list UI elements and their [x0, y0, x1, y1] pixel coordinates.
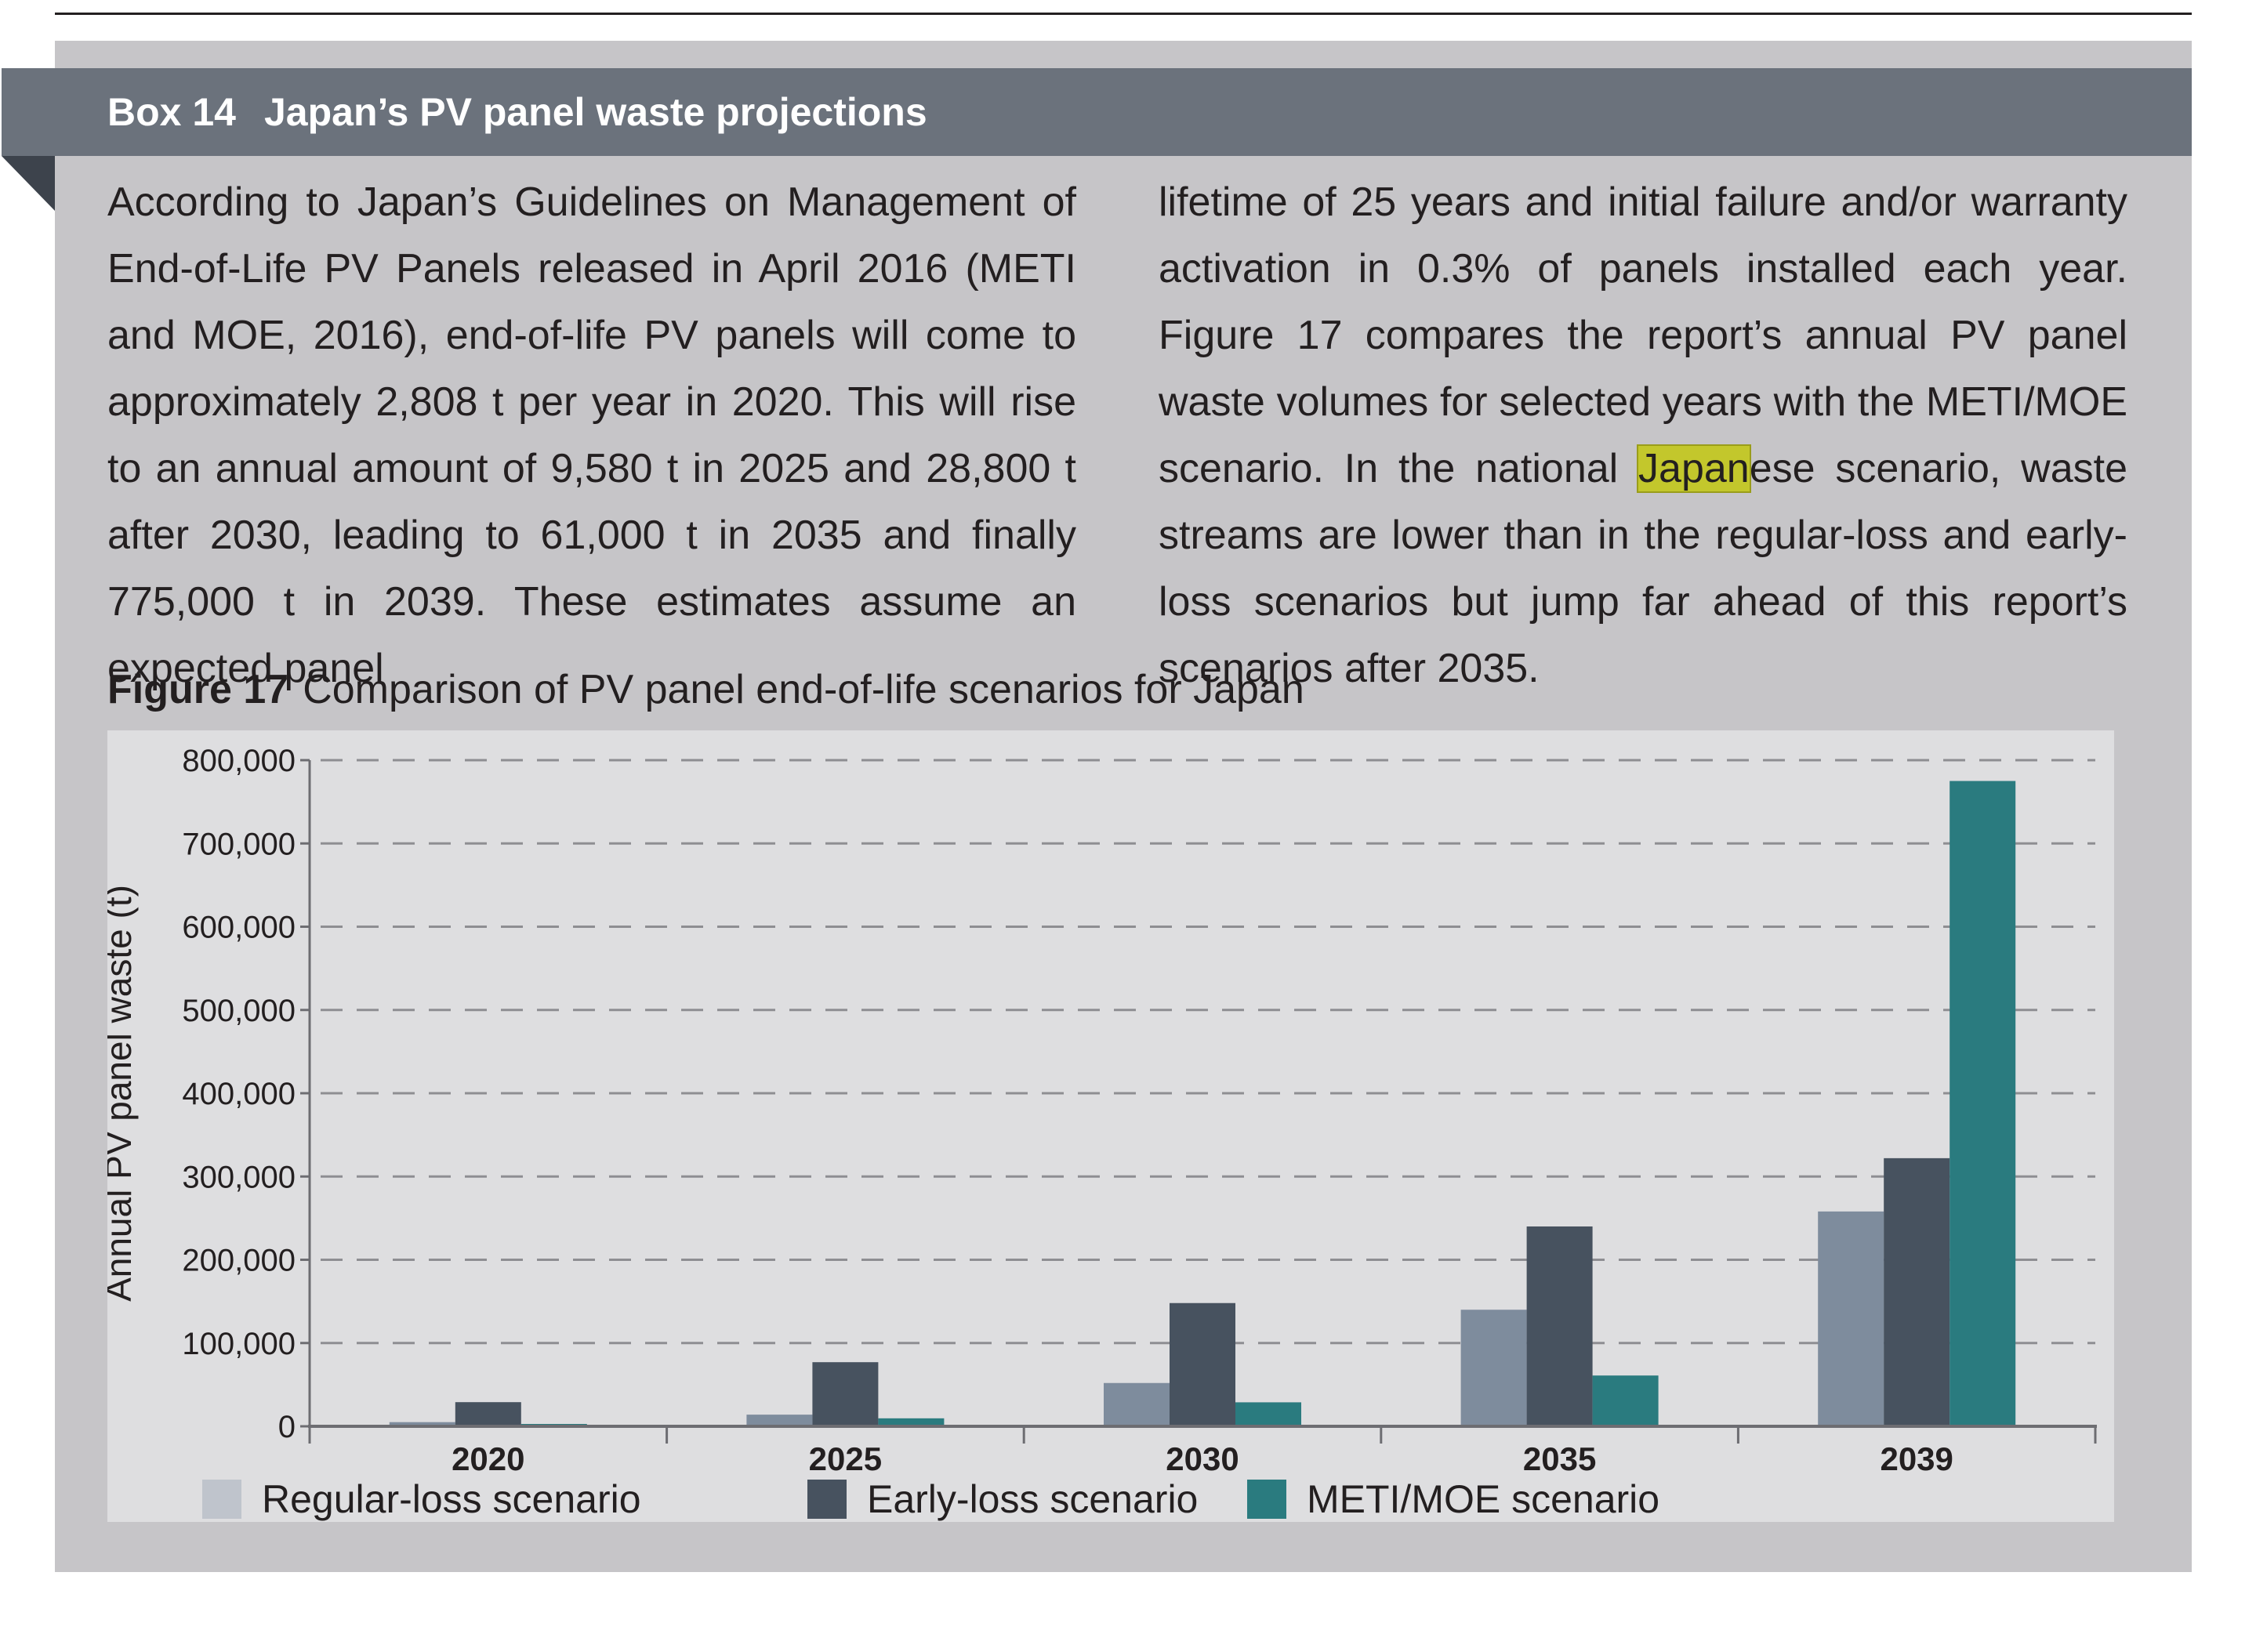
highlighted-text[interactable]: Japan	[1637, 444, 1751, 493]
box-title: Japan’s PV panel waste projections	[264, 90, 927, 134]
y-tick-label: 100,000	[182, 1327, 296, 1361]
bar-regular-loss-scenario-2025	[746, 1415, 813, 1426]
y-tick-label: 200,000	[182, 1244, 296, 1278]
x-tick-label: 2030	[1166, 1440, 1239, 1477]
y-tick-label: 800,000	[182, 744, 296, 778]
y-tick-label: 0	[278, 1410, 296, 1444]
bar-regular-loss-scenario-2035	[1460, 1310, 1527, 1426]
paragraph-right: lifetime of 25 years and initial failure…	[1159, 169, 2127, 702]
x-tick-label: 2020	[452, 1440, 524, 1477]
legend-label-regular-loss: Regular-loss scenario	[262, 1477, 641, 1521]
bar-meti-moe-scenario-2035	[1592, 1375, 1659, 1426]
text-column-left: According to Japan’s Guidelines on Manag…	[107, 169, 1076, 702]
figure-label: Figure 17	[107, 667, 289, 712]
figure-caption: Figure 17 Comparison of PV panel end-of-l…	[107, 665, 1304, 715]
legend-swatch-meti-moe	[1247, 1480, 1286, 1519]
bar-early-loss-scenario-2030	[1170, 1302, 1235, 1426]
x-tick-label: 2035	[1523, 1440, 1596, 1477]
box-number: Box 14	[107, 90, 236, 134]
chart-panel: 0 100,000 200,000 300,000 400,000 500,000 600,…	[107, 730, 2114, 1522]
y-tick-label: 600,000	[182, 911, 296, 945]
text-column-right: lifetime of 25 years and initial failure…	[1159, 169, 2127, 702]
x-tick-label: 2025	[809, 1440, 882, 1477]
bar-early-loss-scenario-2025	[812, 1362, 879, 1426]
y-tick-label: 400,000	[182, 1077, 296, 1111]
y-axis-title: Annual PV panel waste (t)	[107, 885, 139, 1302]
legend-label-early-loss: Early-loss scenario	[867, 1477, 1199, 1521]
box-header: Box 14 Japan’s PV panel waste projection…	[2, 68, 2192, 156]
y-tick-label: 500,000	[182, 994, 296, 1028]
bar-regular-loss-scenario-2030	[1104, 1382, 1170, 1426]
y-tick-label: 700,000	[182, 827, 296, 861]
header-tab-shadow	[2, 156, 55, 211]
bar-meti-moe-scenario-2030	[1235, 1402, 1301, 1426]
paragraph-right-end: ese scenario, waste streams are lower th…	[1159, 446, 2128, 691]
paragraph-left: According to Japan’s Guidelines on Manag…	[107, 179, 1076, 691]
figure-title: Comparison of PV panel end-of-life scena…	[303, 667, 1304, 712]
x-tick-label: 2039	[1880, 1440, 1953, 1477]
top-rule	[55, 13, 2192, 15]
legend-swatch-regular-loss	[202, 1480, 241, 1519]
bar-meti-moe-scenario-2039	[1950, 781, 2016, 1426]
paragraph-right-start: lifetime of 25 years and initial failure…	[1159, 179, 2127, 491]
bar-early-loss-scenario-2035	[1526, 1226, 1593, 1426]
bar-early-loss-scenario-2020	[455, 1402, 521, 1426]
legend-swatch-early-loss	[807, 1480, 847, 1519]
bar-regular-loss-scenario-2039	[1818, 1211, 1884, 1426]
bar-regular-loss-scenario-2020	[389, 1422, 455, 1426]
legend-label-meti-moe: METI/MOE scenario	[1307, 1477, 1660, 1521]
bar-chart: 0 100,000 200,000 300,000 400,000 500,000 600,…	[107, 744, 2097, 1477]
y-tick-label: 300,000	[182, 1160, 296, 1194]
bar-meti-moe-scenario-2025	[878, 1418, 945, 1426]
bar-early-loss-scenario-2039	[1884, 1157, 1950, 1426]
